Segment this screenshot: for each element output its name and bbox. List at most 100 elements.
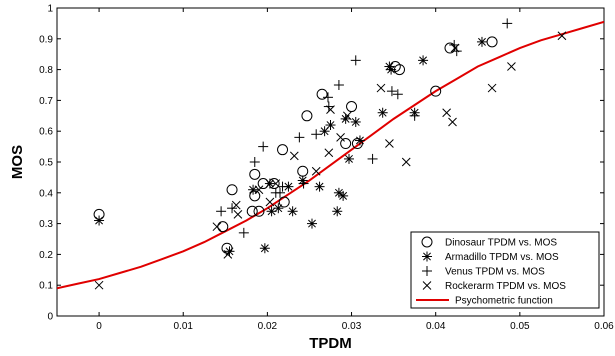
data-point-asterisk	[287, 206, 298, 217]
data-point-circle	[217, 221, 229, 233]
x-tick-label: 0	[96, 321, 102, 332]
data-point-plus	[258, 141, 269, 152]
data-point-cross	[212, 222, 222, 232]
data-point-plus	[298, 178, 309, 189]
data-point-asterisk	[338, 190, 349, 201]
x-axis-ticks: 0 0.01 0.02 0.03 0.04 0.05 0.06	[96, 8, 614, 332]
y-tick-label: 0.3	[39, 219, 53, 230]
y-axis-ticks: 0 0.1 0.2 0.3 0.4 0.5 0.6 0.7 0.8 0.9 1	[39, 4, 604, 323]
data-point-plus	[249, 157, 260, 167]
y-tick-label: 0.2	[39, 250, 53, 261]
data-point-circle	[246, 205, 258, 217]
data-point-circle	[340, 138, 352, 150]
data-point-asterisk	[264, 178, 275, 189]
data-point-cross	[265, 197, 275, 207]
curve-layer	[57, 20, 604, 290]
data-point-asterisk	[94, 215, 105, 226]
data-point-asterisk	[377, 107, 388, 118]
data-point-cross	[487, 83, 497, 93]
legend-marker-cross	[422, 281, 432, 290]
legend-label: Dinosaur TPDM vs. MOS	[445, 238, 557, 249]
data-point-asterisk	[332, 206, 343, 217]
y-tick-label: 0	[47, 312, 53, 323]
x-tick-label: 0.01	[173, 321, 193, 332]
data-point-plus	[367, 153, 378, 164]
data-point-asterisk	[306, 218, 317, 229]
y-tick-label: 0.7	[39, 96, 53, 107]
data-point-asterisk	[224, 246, 235, 257]
data-point-cross	[324, 148, 334, 158]
x-tick-label: 0.03	[342, 321, 362, 332]
data-point-circle	[301, 110, 313, 122]
y-tick-label: 0.5	[39, 158, 53, 169]
data-point-cross	[376, 83, 386, 93]
y-tick-label: 0.8	[39, 65, 53, 76]
data-point-asterisk	[248, 184, 259, 195]
legend-label: Psychometric function	[455, 296, 553, 307]
data-point-cross	[326, 105, 335, 114]
data-point-plus	[350, 55, 361, 66]
psychometric-curve	[57, 20, 604, 290]
data-point-cross	[94, 280, 104, 290]
data-point-circle	[346, 101, 358, 113]
data-point-cross	[231, 200, 241, 210]
data-point-asterisk	[273, 203, 284, 214]
data-point-asterisk	[319, 126, 330, 137]
y-tick-label: 1	[47, 4, 53, 15]
data-point-plus	[502, 18, 513, 29]
data-point-asterisk	[354, 135, 365, 146]
data-point-circle	[278, 196, 290, 208]
data-point-circle	[430, 85, 442, 97]
data-point-asterisk	[350, 116, 361, 127]
data-point-plus	[275, 187, 286, 198]
y-tick-label: 0.6	[39, 127, 53, 138]
x-tick-label: 0.05	[510, 321, 530, 332]
data-point-asterisk	[476, 36, 487, 47]
data-point-circle	[253, 205, 265, 217]
data-point-circle	[316, 88, 328, 100]
data-point-cross	[311, 166, 321, 176]
data-point-cross	[448, 117, 457, 127]
data-point-plus	[216, 206, 227, 217]
legend-box	[410, 231, 600, 309]
data-point-circle	[277, 144, 289, 156]
data-point-asterisk	[344, 153, 355, 164]
y-tick-label: 0.4	[39, 188, 53, 199]
data-point-asterisk	[314, 181, 325, 192]
data-point-cross	[336, 133, 345, 142]
legend: Dinosaur TPDM vs. MOS Armadillo TPDM vs. …	[410, 231, 600, 309]
data-point-cross	[507, 62, 516, 71]
data-point-plus	[392, 89, 403, 100]
data-point-cross	[342, 111, 352, 121]
data-point-circle	[486, 36, 498, 48]
legend-label: Rockerarm TPDM vs. MOS	[445, 281, 566, 292]
data-point-plus	[333, 80, 344, 90]
data-point-cross	[385, 139, 394, 148]
data-point-cross	[557, 31, 567, 41]
x-tick-label: 0.04	[426, 321, 446, 332]
legend-marker-plus	[422, 266, 432, 276]
data-point-plus	[227, 203, 238, 214]
legend-label: Venus TPDM vs. MOS	[445, 267, 545, 278]
data-point-plus	[322, 92, 333, 103]
plot-area: 0 0.01 0.02 0.03 0.04 0.05 0.06 00.10.20.30.40…	[39, 4, 614, 333]
legend-marker-circle	[421, 236, 433, 248]
data-point-cross	[442, 108, 451, 118]
data-point-asterisk	[259, 243, 270, 254]
y-tick-label: 0.9	[39, 34, 53, 45]
data-point-cross	[401, 157, 411, 167]
data-point-plus	[451, 46, 462, 57]
data-point-cross	[271, 179, 281, 188]
legend-marker-asterisk	[422, 251, 432, 262]
data-point-cross	[450, 43, 460, 53]
data-point-plus	[386, 86, 397, 97]
y-axis-title: MOS	[9, 145, 26, 179]
data-point-asterisk	[386, 64, 397, 75]
data-point-plus	[311, 129, 322, 140]
data-point-plus	[294, 132, 305, 143]
data-point-asterisk	[340, 113, 351, 124]
data-point-plus	[323, 101, 334, 112]
legend-label: Armadillo TPDM vs. MOS	[445, 252, 559, 263]
x-tick-label: 0.06	[594, 321, 614, 332]
